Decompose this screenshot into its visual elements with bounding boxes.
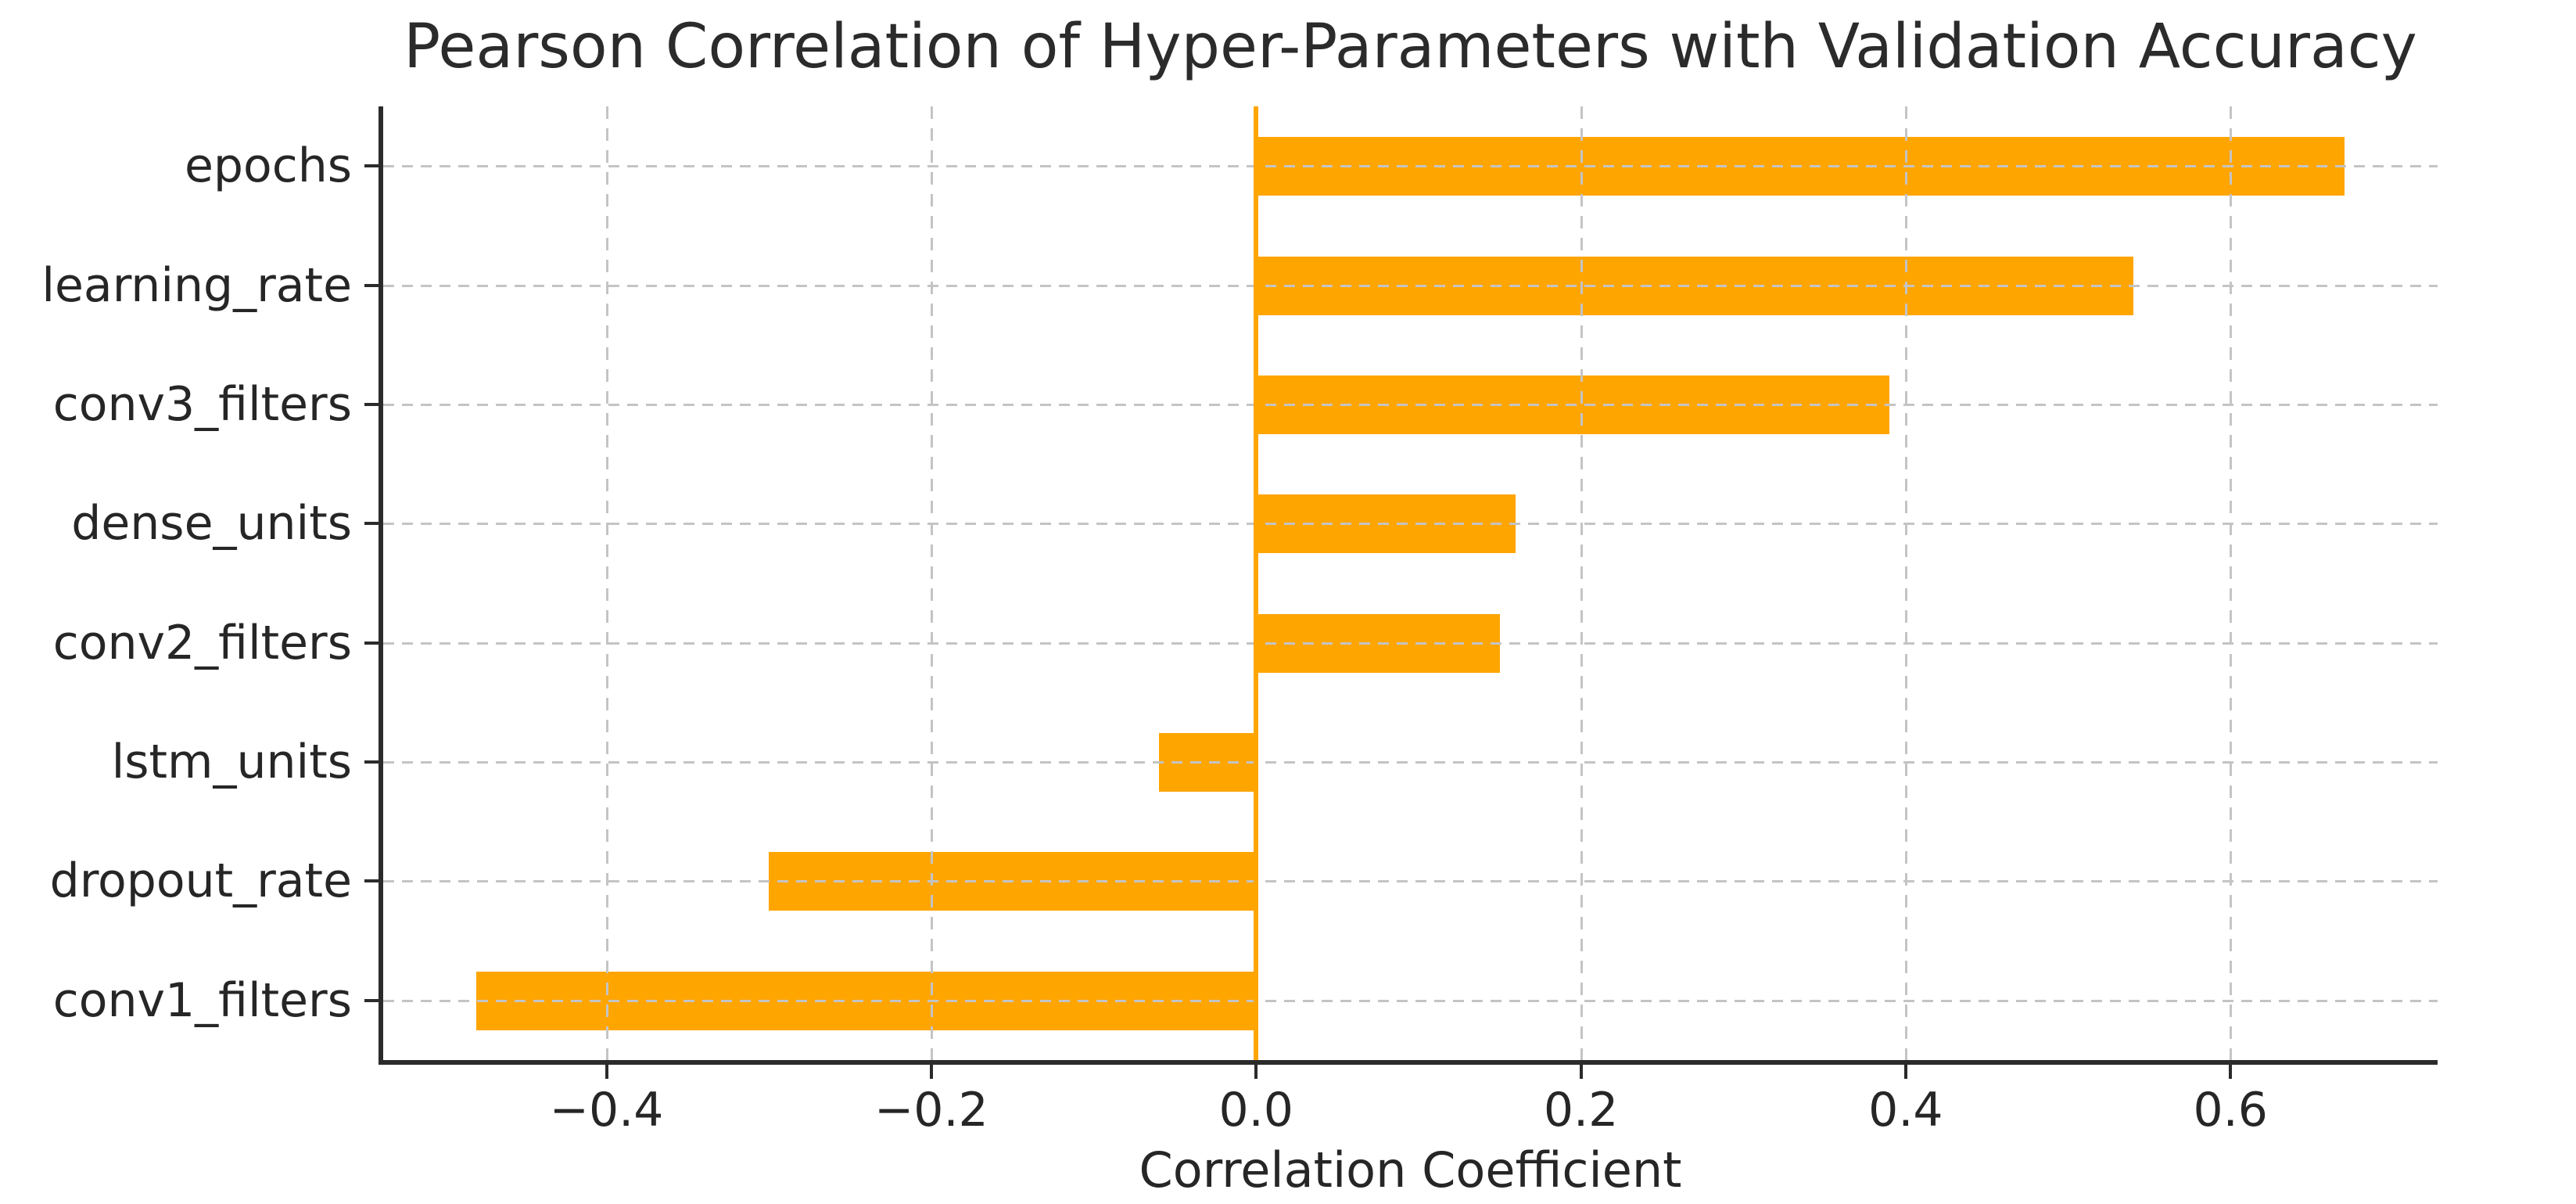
gridline-v-0.2 <box>1580 106 1583 1060</box>
y-tick-label-conv2_filters: conv2_filters <box>52 615 352 670</box>
y-tick-dropout_rate <box>364 879 379 883</box>
x-tick-−0.2 <box>929 1065 933 1079</box>
zero-line <box>1254 106 1259 1060</box>
gridline-h-dropout_rate <box>383 880 2438 883</box>
x-tick-label-0.2: 0.2 <box>1543 1083 1619 1138</box>
gridline-h-lstm_units <box>383 761 2438 764</box>
y-tick-learning_rate <box>364 283 379 287</box>
x-axis: −0.4 −0.2 0.0 0.2 0.4 0.6 <box>383 1065 2438 1204</box>
y-tick-label-conv3_filters: conv3_filters <box>52 376 352 432</box>
gridline-v-−0.4 <box>605 106 608 1060</box>
x-tick-0.0 <box>1254 1065 1258 1079</box>
y-tick-label-dense_units: dense_units <box>71 496 352 552</box>
gridline-h-epochs <box>383 165 2438 168</box>
gridline-h-learning_rate <box>383 284 2438 287</box>
gridline-h-conv2_filters <box>383 642 2438 645</box>
gridline-v-0.4 <box>1904 106 1907 1060</box>
gridline-h-conv3_filters <box>383 403 2438 406</box>
gridline-h-dense_units <box>383 523 2438 526</box>
chart-title: Pearson Correlation of Hyper-Parameters … <box>404 12 2417 82</box>
y-axis: epochs learning_rate conv3_filters dense_un… <box>0 106 379 1060</box>
y-tick-label-conv1_filters: conv1_filters <box>52 972 352 1028</box>
plot-area <box>379 106 2438 1065</box>
x-tick-label-−0.4: −0.4 <box>549 1083 664 1138</box>
x-tick-0.2 <box>1579 1065 1583 1079</box>
y-tick-label-epochs: epochs <box>185 138 352 194</box>
x-tick-0.4 <box>1903 1065 1907 1079</box>
y-tick-label-dropout_rate: dropout_rate <box>49 854 352 909</box>
y-tick-conv3_filters <box>364 402 379 406</box>
y-tick-conv2_filters <box>364 641 379 645</box>
y-tick-dense_units <box>364 522 379 526</box>
gridline-h-conv1_filters <box>383 999 2438 1002</box>
x-tick-label-0.0: 0.0 <box>1218 1083 1293 1138</box>
x-tick-label-0.4: 0.4 <box>1868 1083 1943 1138</box>
y-tick-label-lstm_units: lstm_units <box>111 735 352 790</box>
y-tick-conv1_filters <box>364 998 379 1002</box>
y-tick-epochs <box>364 164 379 168</box>
x-tick-label-−0.2: −0.2 <box>874 1083 988 1138</box>
y-tick-lstm_units <box>364 760 379 764</box>
x-tick-0.6 <box>2229 1065 2233 1079</box>
gridline-v-−0.2 <box>930 106 933 1060</box>
x-tick-−0.4 <box>605 1065 608 1079</box>
gridline-v-0.6 <box>2230 106 2233 1060</box>
y-tick-label-learning_rate: learning_rate <box>41 257 352 313</box>
x-axis-label: Correlation Coefficient <box>1139 1141 1682 1199</box>
x-tick-label-0.6: 0.6 <box>2193 1083 2268 1138</box>
